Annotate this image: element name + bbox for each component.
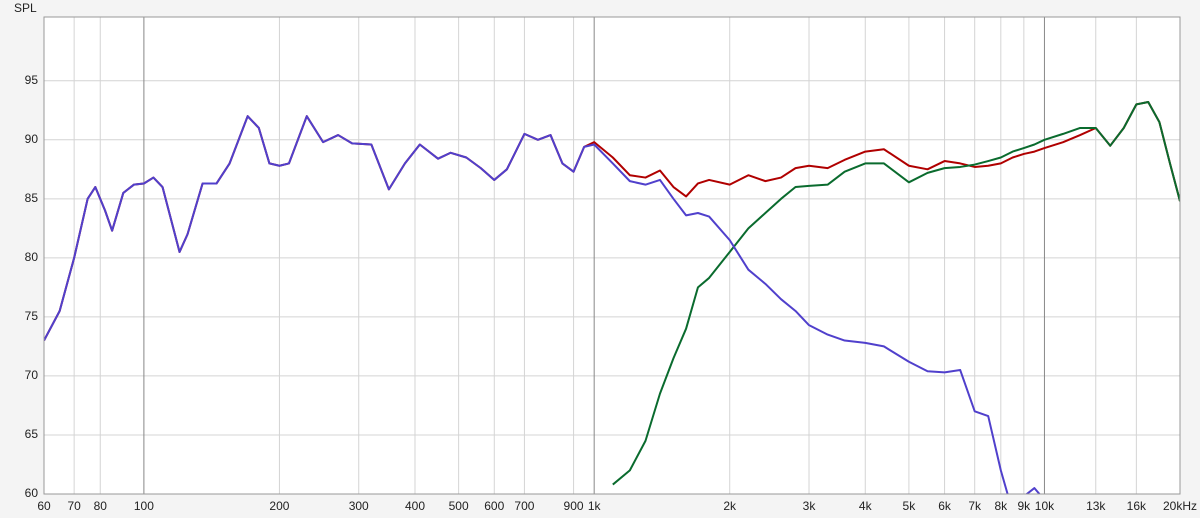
x-tick-label: 200	[269, 499, 289, 513]
plot-border	[43, 16, 1181, 495]
x-tick-label: 5k	[903, 499, 917, 513]
x-tick-label: 100	[134, 499, 154, 513]
series-line	[44, 115, 1041, 494]
x-tick-label: 400	[405, 499, 425, 513]
x-tick-label: 300	[349, 499, 369, 513]
x-tick-label: 70	[67, 499, 81, 513]
x-tick-label: 2k	[723, 499, 737, 513]
x-tick-label: 8k	[994, 499, 1008, 513]
x-tick-label: 900	[564, 499, 584, 513]
x-tick-label: 9k	[1018, 499, 1032, 513]
x-tick-label: 10k	[1035, 499, 1055, 513]
y-tick-label: 65	[25, 427, 39, 441]
x-tick-label: 4k	[859, 499, 873, 513]
plot-area	[44, 17, 1180, 494]
x-tick-label: 600	[484, 499, 504, 513]
x-tick-label: 500	[449, 499, 469, 513]
x-tick-label: 80	[94, 499, 108, 513]
x-tick-label: 6k	[938, 499, 952, 513]
x-tick-label: 16k	[1127, 499, 1147, 513]
y-tick-label: 75	[25, 309, 39, 323]
y-tick-label: 85	[25, 191, 39, 205]
x-tick-label: 60	[37, 499, 51, 513]
lines	[44, 101, 1180, 494]
y-tick-label: 95	[25, 73, 39, 87]
x-tick-label: 20kHz	[1163, 499, 1197, 513]
y-tick-label: 80	[25, 250, 39, 264]
x-tick-label: 7k	[968, 499, 982, 513]
y-tick-label: 60	[25, 486, 39, 500]
x-tick-label: 13k	[1086, 499, 1106, 513]
x-tick-label: 700	[514, 499, 534, 513]
x-tick-label: 3k	[803, 499, 817, 513]
x-tick-label: 1k	[588, 499, 602, 513]
y-tick-label: 70	[25, 368, 39, 382]
series-line	[612, 101, 1180, 486]
y-axis-label: SPL	[14, 1, 37, 15]
y-tick-label: 90	[25, 132, 39, 146]
